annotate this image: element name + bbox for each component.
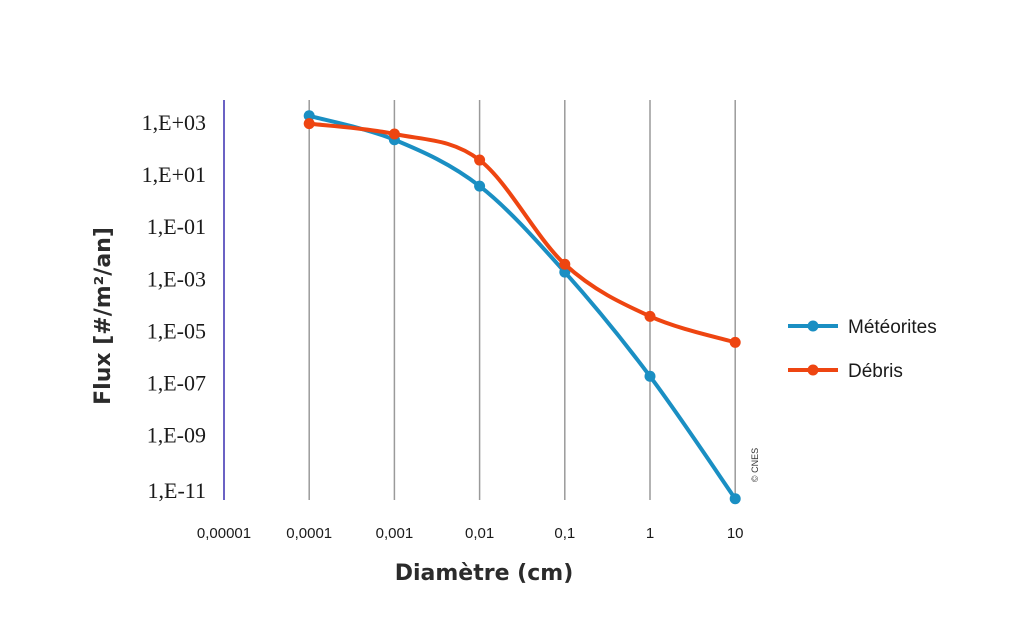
y-axis-title: Flux [#/m²/an] — [91, 227, 116, 405]
legend-swatch-marker — [807, 320, 819, 332]
x-tick-label: 0,0001 — [286, 525, 332, 542]
copyright-annotation: © CNES — [750, 448, 760, 482]
y-tick-label: 1,E+01 — [142, 162, 206, 187]
legend-swatch-marker — [807, 364, 819, 376]
data-point — [474, 154, 486, 166]
y-tick-label: 1,E-05 — [147, 318, 206, 343]
y-tick-label: 1,E-01 — [147, 214, 206, 239]
data-point — [644, 370, 656, 382]
series-meteorites — [303, 110, 741, 505]
y-tick-label: 1,E-09 — [147, 423, 206, 448]
series-line — [307, 113, 738, 501]
x-tick-label: 0,001 — [376, 525, 414, 542]
y-tick-label: 1,E+03 — [142, 110, 206, 135]
y-tick-labels: 1,E+03 1,E+01 1,E-01 1,E-03 1,E-05 1,E-07 1,E-… — [142, 110, 206, 503]
data-point — [388, 128, 400, 140]
data-point — [644, 310, 656, 322]
data-point — [729, 336, 741, 348]
x-tick-label: 0,1 — [554, 525, 575, 542]
data-point — [303, 118, 315, 130]
legend-label: Débris — [848, 361, 903, 382]
legend-item: Débris — [788, 361, 903, 382]
horizontal-gridlines — [224, 133, 740, 448]
data-point — [559, 258, 571, 270]
series-layer — [303, 110, 741, 505]
x-tick-label: 0,00001 — [197, 525, 251, 542]
x-tick-label: 10 — [727, 525, 744, 542]
series-line — [307, 121, 738, 345]
y-tick-label: 1,E-07 — [147, 371, 206, 396]
legend-label: Météorites — [848, 317, 937, 338]
legend-item: Météorites — [788, 317, 937, 338]
x-tick-label: 0,01 — [465, 525, 494, 542]
data-point — [474, 180, 486, 192]
y-tick-label: 1,E-03 — [147, 266, 206, 291]
legend: Météorites Débris — [788, 317, 937, 382]
vertical-gridlines — [308, 100, 736, 500]
x-tick-label: 1 — [646, 525, 654, 542]
series-debris — [303, 118, 741, 348]
x-tick-labels: 0,00001 0,0001 0,001 0,01 0,1 1 10 — [197, 525, 744, 542]
y-tick-label: 1,E-11 — [148, 478, 206, 503]
data-point — [303, 110, 315, 122]
x-axis-title: Diamètre (cm) — [395, 561, 574, 586]
data-point — [729, 493, 741, 505]
